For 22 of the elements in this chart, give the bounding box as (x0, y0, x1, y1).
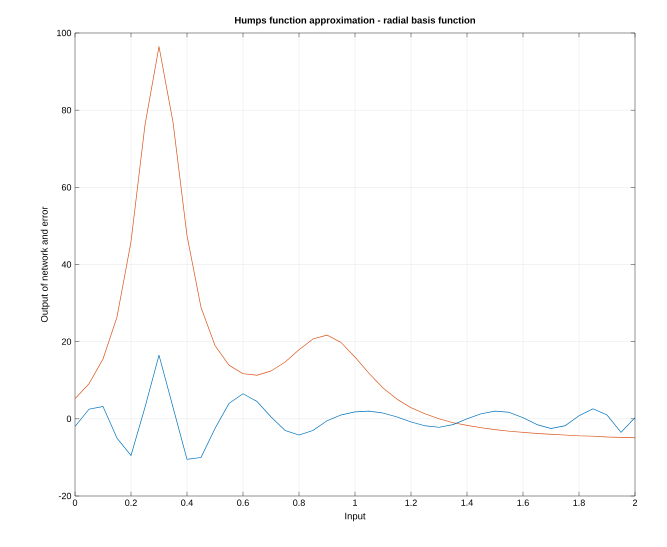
x-tick-label: 2 (632, 500, 638, 506)
x-axis-title: Input (345, 512, 366, 522)
chart-title: Humps function approximation - radial basis function (235, 16, 476, 26)
x-tick-label: 1.4 (461, 500, 473, 506)
y-tick-label: 40 (62, 261, 72, 268)
line-series (75, 354, 635, 460)
y-tick-label: 100 (57, 30, 72, 36)
x-tick-label: 1.2 (405, 500, 417, 506)
y-axis-title: Output of network and error (40, 206, 50, 322)
y-tick-label: 60 (62, 184, 72, 191)
x-tick-label: 0 (72, 500, 78, 506)
x-tick-label: 1.8 (573, 500, 585, 506)
x-tick-label: 1 (353, 500, 358, 506)
x-tick-label: 0.4 (181, 500, 193, 506)
x-tick-label: 0.2 (125, 500, 137, 506)
y-tick-label: 0 (66, 416, 72, 422)
y-tick-label: 80 (62, 106, 72, 114)
x-tick-label: 0.6 (237, 500, 249, 506)
x-tick-label: 1.6 (517, 500, 529, 506)
y-tick-label: -20 (58, 492, 72, 500)
y-tick-label: 20 (62, 338, 72, 345)
x-tick-label: 0.8 (293, 500, 305, 506)
